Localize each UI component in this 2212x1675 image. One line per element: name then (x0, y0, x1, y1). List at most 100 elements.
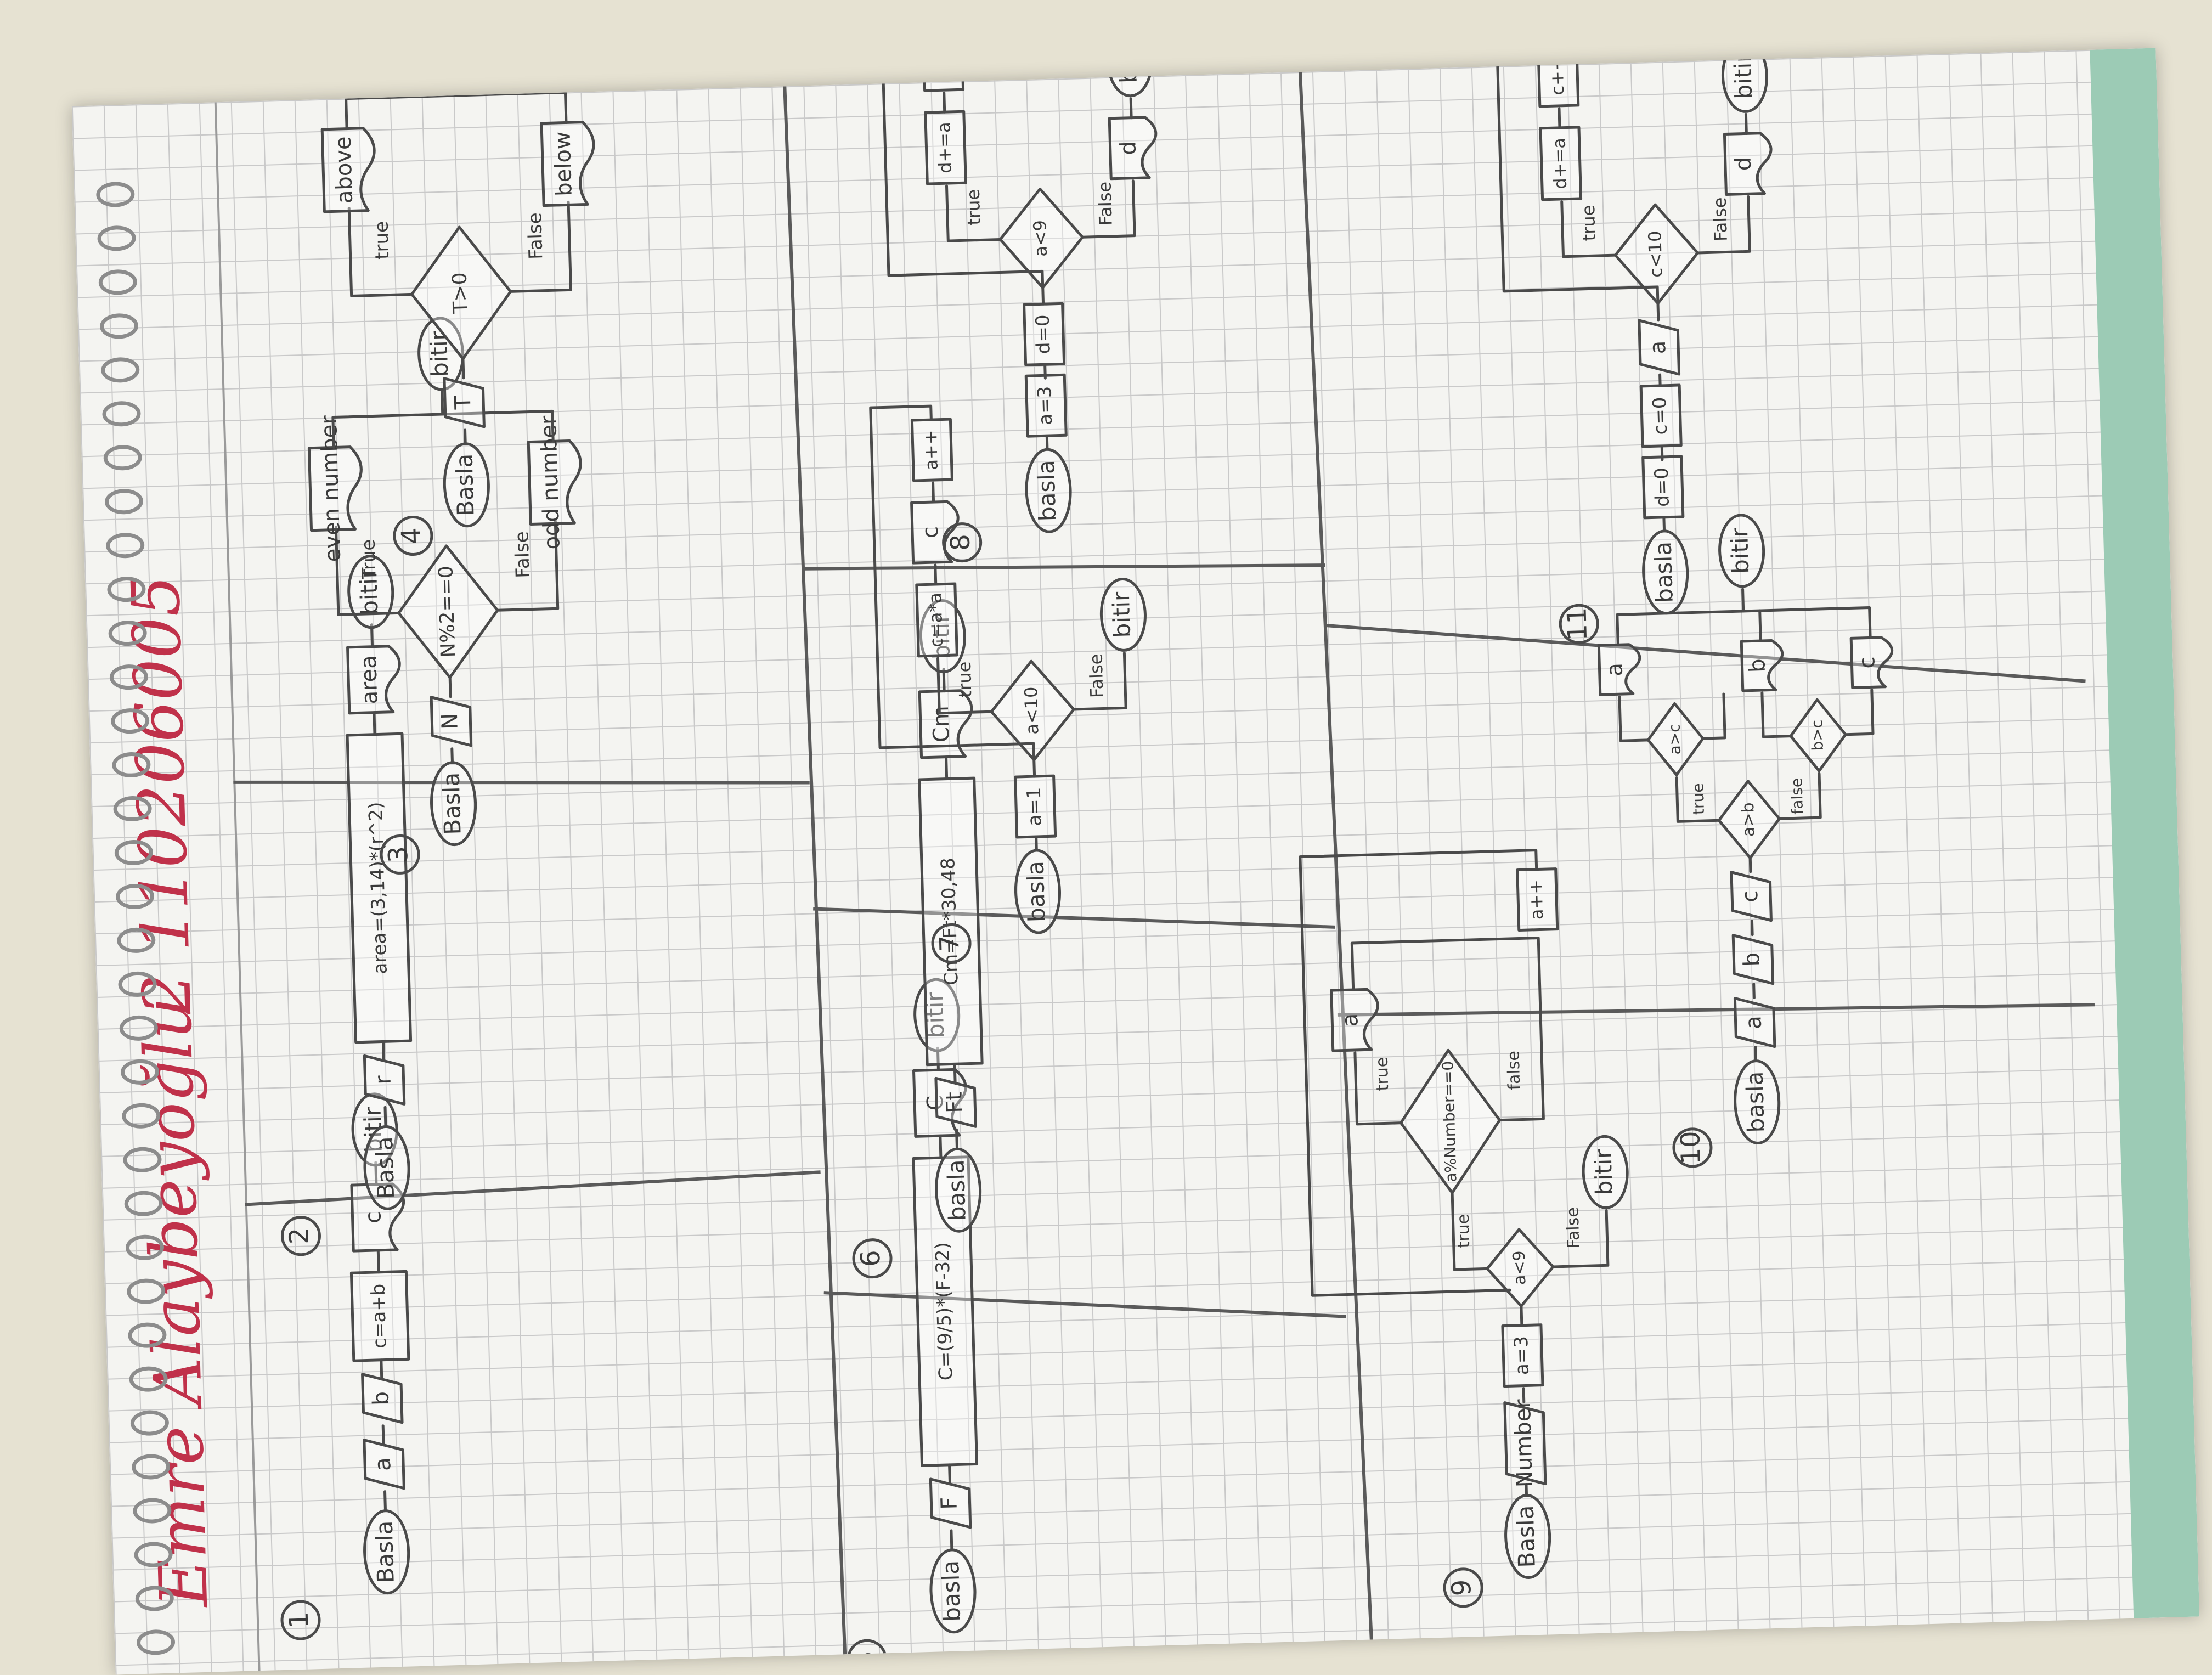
flowchart-6: 6 basla Ft Cm=Ft*30,48 Cm bitir (852, 599, 984, 1279)
flowchart-number: 10 (1675, 1131, 1707, 1165)
flowchart-number-circle (847, 1639, 887, 1675)
flow-line (939, 1134, 943, 1159)
row-divider-3a (1337, 1003, 2095, 1017)
increment-box (922, 48, 965, 92)
flow-line (1758, 609, 1762, 642)
output-box-label: d (1115, 141, 1141, 156)
binding-ring (116, 927, 156, 954)
false-output-box-label: odd number (536, 415, 565, 550)
loop-process-box-label: d+=a (1548, 138, 1571, 190)
output-box-a-label: a (1602, 663, 1628, 677)
loop-back-line (869, 404, 1036, 762)
end-oval-label: bitir (425, 330, 453, 377)
flow-line (945, 184, 1002, 242)
true-output-box-label: even number (317, 415, 346, 562)
flow-line (1558, 107, 1561, 129)
flowchart-number-circle (393, 516, 433, 556)
loop-process-box-label: c=a*a (924, 593, 947, 648)
increment-box-label: a++ (931, 48, 953, 81)
start-oval-label: Basla (371, 1136, 399, 1199)
process-box-label: area=(3,14)*(r^2) (365, 802, 392, 974)
flowchart-number-circle (280, 1600, 321, 1640)
init-box-label: c=0 (1649, 397, 1672, 435)
flowchart-number: 5 (850, 1650, 881, 1668)
binding-ring (103, 444, 143, 471)
input-box-label: T (450, 395, 476, 410)
true-label: True (358, 539, 381, 579)
binding-ring (95, 181, 135, 208)
binding-ring (114, 839, 154, 866)
row-divider-2b (813, 907, 1335, 929)
input-box (363, 1439, 405, 1490)
loop-back-line (877, 48, 1045, 289)
flow-line (380, 1358, 383, 1381)
init-box-label: a=3 (1510, 1336, 1533, 1375)
increment-box-label: c++ (1546, 56, 1568, 95)
input-box (430, 696, 473, 747)
end-oval (347, 555, 394, 629)
binding-ring (133, 1541, 173, 1568)
input-box (934, 1076, 977, 1128)
binding-ring (129, 1366, 168, 1392)
loop-output-box (1330, 988, 1379, 1052)
start-oval-label: Basla (450, 453, 479, 516)
input-box (363, 1054, 406, 1106)
flow-line (1043, 363, 1047, 380)
output-box-label: d (1731, 156, 1757, 171)
input-box (1638, 319, 1681, 376)
flowchart-number: 9 (1446, 1579, 1477, 1597)
start-oval-label: basla (1741, 1071, 1770, 1133)
binding-ring (104, 488, 144, 515)
flowchart-11: 11baslad=0c=0ac<10trueFalsed+=ac++ddbiti… (1493, 48, 1773, 644)
inner-diamond-label: a%Number==0 (1438, 1061, 1460, 1182)
binding-ring (125, 1234, 165, 1261)
input-box (1503, 1401, 1547, 1486)
start-oval-label: Basla (371, 1520, 399, 1583)
row-divider-2c (803, 563, 1325, 571)
output-box-label: area (356, 655, 382, 704)
true-output-box (307, 445, 363, 532)
end-oval (1718, 514, 1765, 588)
output-box (346, 645, 401, 715)
row-divider-3b (1326, 624, 2086, 683)
false-label: False (1709, 197, 1731, 241)
false-label: False (1085, 653, 1107, 698)
init-box-label: d=0 (1651, 467, 1674, 507)
flow-line (936, 657, 993, 715)
flow-line (347, 207, 414, 298)
end-oval (417, 317, 465, 391)
flowchart-number: 11 (1561, 607, 1593, 641)
flowchart-number: 1 (284, 1611, 315, 1629)
output-box-c (1849, 636, 1894, 689)
flowchart-number: 4 (396, 527, 427, 545)
flowchart-number-circle (852, 1238, 893, 1279)
end-oval (1099, 577, 1147, 652)
init-box-label: a=3 (1034, 386, 1057, 425)
flow-line (1522, 1387, 1526, 1404)
flow-line (1350, 937, 1541, 991)
output-box (1108, 116, 1158, 181)
start-oval-label: basla (943, 1159, 971, 1221)
column-divider-1 (783, 86, 847, 1655)
binding-ring (115, 883, 155, 910)
start-oval-label: basla (1650, 541, 1678, 603)
binding-ring (127, 1322, 167, 1349)
loop-process-box-label: d+=a (933, 122, 956, 174)
binding-ring (130, 1409, 170, 1436)
input-box-label: a (1645, 340, 1671, 354)
binding-ring (109, 664, 149, 691)
flow-line (943, 91, 946, 114)
flow-line (1353, 1051, 1402, 1126)
flowchart-sheet: 1 Basla a b c=a+b c bitir 2 Basla r area=(3,14)*(r… (233, 48, 2095, 1675)
flowchart-number: 8 (945, 534, 976, 551)
flow-line (1072, 651, 1127, 711)
false-label: False (524, 212, 547, 260)
flow-line (331, 409, 555, 449)
input-box (361, 1373, 404, 1424)
loop-back-line (1493, 48, 1660, 305)
end-oval-label: bitir (1114, 48, 1142, 84)
false-label: False (511, 531, 534, 578)
true-label: true (1578, 205, 1600, 241)
row-divider-1a (233, 780, 810, 785)
flow-line (464, 428, 467, 445)
